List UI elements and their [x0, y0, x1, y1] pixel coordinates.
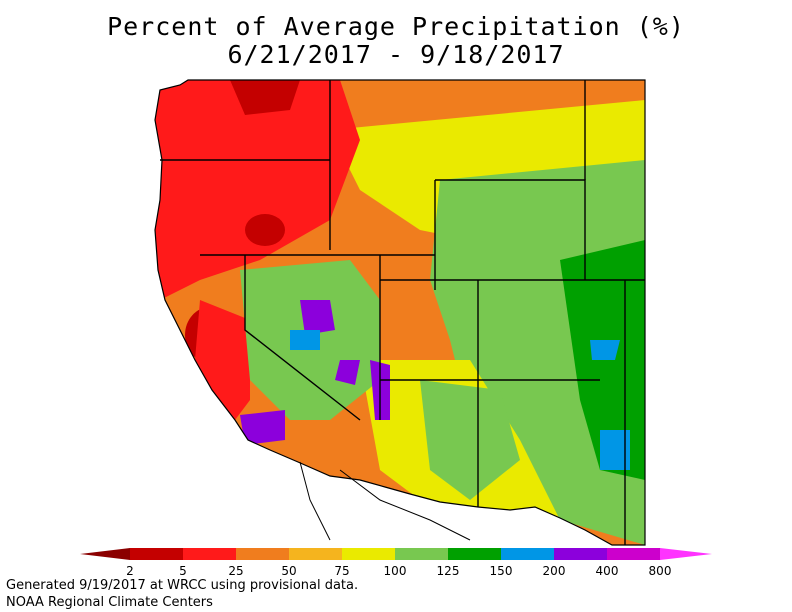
mexico-outline: [299, 461, 471, 541]
legend-tick-label: 200: [543, 564, 566, 578]
legend-swatch: [554, 548, 608, 560]
legend-arrow-low: [80, 548, 130, 560]
region-outline: [154, 79, 646, 546]
precip-shading: [155, 80, 645, 545]
legend-swatch: [395, 548, 449, 560]
legend-tick-label: 150: [490, 564, 513, 578]
legend-tick-label: 125: [437, 564, 460, 578]
state-boundaries: [160, 80, 645, 545]
legend-tick-label: 2: [126, 564, 134, 578]
legend-swatch: [183, 548, 237, 560]
legend-swatch: [448, 548, 502, 560]
source-note: NOAA Regional Climate Centers: [6, 595, 213, 610]
legend-swatch: [501, 548, 555, 560]
map-title: Percent of Average Precipitation (%): [107, 12, 685, 41]
legend-tick-label: 100: [384, 564, 407, 578]
legend-tick-label: 25: [228, 564, 243, 578]
legend-swatch: [236, 548, 290, 560]
legend-swatch: [289, 548, 343, 560]
legend-tick-label: 5: [179, 564, 187, 578]
legend-swatch: [130, 548, 184, 560]
generated-note: Generated 9/19/2017 at WRCC using provis…: [6, 578, 359, 593]
legend-tick-label: 400: [596, 564, 619, 578]
legend-tick-label: 800: [649, 564, 672, 578]
legend-swatch: [607, 548, 661, 560]
legend-arrow-high: [660, 548, 712, 560]
date-range: 6/21/2017 - 9/18/2017: [227, 40, 565, 69]
legend-tick-label: 50: [281, 564, 296, 578]
legend-swatch: [342, 548, 396, 560]
legend-tick-label: 75: [334, 564, 349, 578]
